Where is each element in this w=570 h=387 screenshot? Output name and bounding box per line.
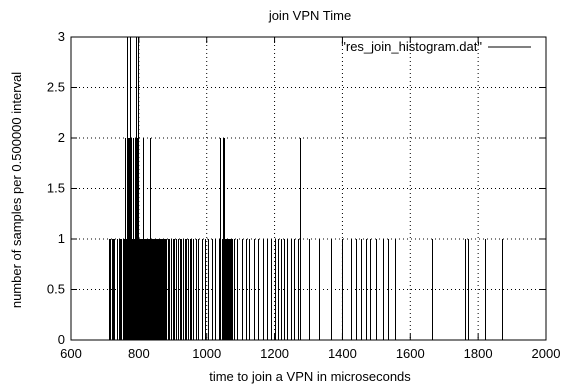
- legend-label: "res_join_histogram.dat": [341, 39, 482, 54]
- y-tick-label: 2: [58, 130, 65, 145]
- y-tick-label: 1: [58, 231, 65, 246]
- y-tick-label: 3: [58, 29, 65, 44]
- x-tick-label: 800: [128, 346, 150, 361]
- y-tick-labels: 0 0.5 1 1.5 2 2.5 3: [47, 29, 65, 347]
- x-tick-label: 1800: [464, 346, 493, 361]
- y-tick-label: 2.5: [47, 80, 65, 95]
- x-axis-label: time to join a VPN in microseconds: [209, 369, 411, 384]
- axis-ticks: [70, 36, 547, 341]
- x-tick-label: 2000: [532, 346, 561, 361]
- y-tick-label: 0.5: [47, 282, 65, 297]
- x-tick-labels: 600 800 1000 1200 1400 1600 1800 2000: [60, 346, 560, 361]
- y-axis-label: number of samples per 0.500000 interval: [9, 72, 24, 308]
- chart-title: join VPN Time: [268, 8, 351, 23]
- histogram-bars: [109, 37, 503, 340]
- legend: "res_join_histogram.dat": [341, 39, 531, 54]
- y-tick-label: 1.5: [47, 181, 65, 196]
- x-tick-label: 600: [60, 346, 82, 361]
- x-tick-label: 1400: [328, 346, 357, 361]
- x-tick-label: 1600: [396, 346, 425, 361]
- y-tick-label: 0: [58, 332, 65, 347]
- x-tick-label: 1200: [260, 346, 289, 361]
- x-tick-label: 1000: [192, 346, 221, 361]
